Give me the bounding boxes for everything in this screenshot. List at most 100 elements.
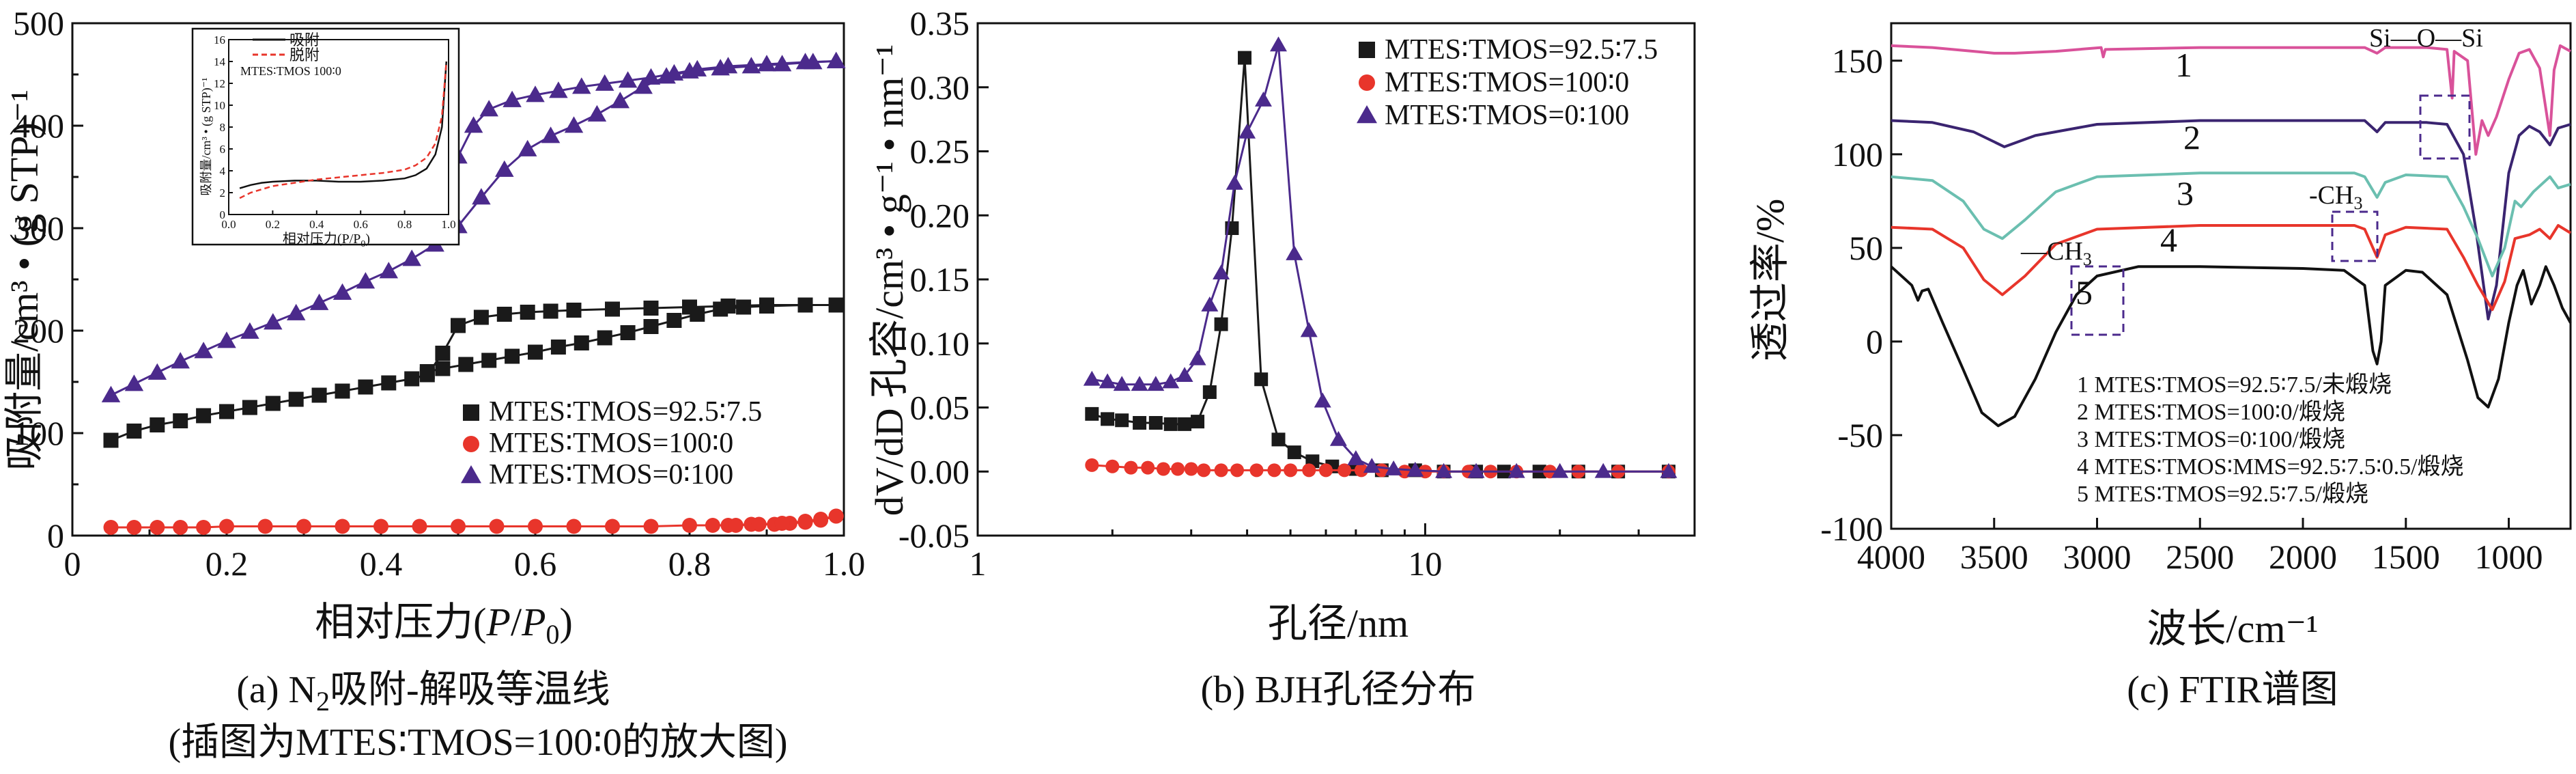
ftir-curve-2 bbox=[1891, 119, 2571, 320]
inset-desorption-line bbox=[239, 61, 448, 199]
ftir-curve-4 bbox=[1891, 224, 2572, 312]
data-point bbox=[1230, 463, 1244, 478]
data-point bbox=[1113, 376, 1131, 391]
data-point bbox=[641, 68, 661, 85]
y-tick-label: 0.15 bbox=[910, 260, 970, 299]
data-point bbox=[464, 116, 483, 133]
data-point bbox=[1176, 367, 1193, 382]
ftir-curve-3 bbox=[1891, 171, 2571, 277]
inset-y-tick-label: 2 bbox=[220, 186, 226, 199]
data-point bbox=[1347, 450, 1365, 465]
data-point bbox=[1147, 376, 1165, 391]
panel-c-series bbox=[1890, 44, 2572, 428]
data-point bbox=[332, 283, 352, 300]
data-point bbox=[1254, 372, 1269, 387]
data-point bbox=[219, 519, 234, 534]
data-point bbox=[520, 305, 535, 320]
data-point bbox=[1189, 350, 1206, 365]
data-point bbox=[103, 520, 119, 535]
data-point bbox=[518, 139, 537, 156]
y-tick-label: -50 bbox=[1837, 416, 1883, 454]
data-point bbox=[402, 249, 421, 266]
data-point bbox=[643, 519, 659, 534]
data-point bbox=[1171, 462, 1185, 476]
data-point bbox=[1083, 370, 1101, 386]
data-point bbox=[1385, 460, 1402, 475]
panel-c-caption: (c) FTIR谱图 bbox=[2127, 669, 2338, 711]
data-point bbox=[264, 313, 283, 330]
y-tick-label: 0.00 bbox=[910, 452, 970, 490]
data-point bbox=[620, 325, 636, 340]
data-point bbox=[335, 383, 350, 399]
data-point bbox=[503, 90, 522, 107]
legend-label: MTES∶TMOS=0∶100 bbox=[1385, 100, 1629, 131]
panel-c-legend: 1 MTES∶TMOS=92.5∶7.5/未煅烧 2 MTES∶TMOS=100… bbox=[2077, 372, 2464, 507]
x-tick-label: 1.0 bbox=[823, 544, 866, 583]
data-point bbox=[564, 116, 584, 133]
data-point bbox=[1099, 373, 1116, 389]
y-tick-label: 0 bbox=[47, 516, 64, 555]
annotation-ch3-right: -CH3 bbox=[2309, 181, 2362, 213]
data-point bbox=[1201, 296, 1219, 312]
data-point bbox=[381, 375, 397, 391]
data-point bbox=[435, 346, 451, 361]
data-point bbox=[1197, 463, 1211, 478]
inset-y-label: 吸附量/cm³ • (g STP)⁻¹ bbox=[199, 77, 214, 195]
data-point bbox=[828, 297, 844, 313]
inset-x-tick-label: 0.0 bbox=[221, 218, 236, 231]
data-point bbox=[126, 520, 142, 535]
inset-y-tick-label: 8 bbox=[220, 121, 226, 134]
data-point bbox=[373, 519, 388, 534]
y-tick-label: -0.05 bbox=[898, 516, 969, 555]
data-point bbox=[242, 400, 257, 415]
inset-y-tick-label: 4 bbox=[220, 165, 226, 178]
legend-label: MTES∶TMOS=0∶100 bbox=[489, 459, 733, 490]
data-point bbox=[1319, 463, 1333, 478]
data-point bbox=[1467, 462, 1485, 478]
data-point bbox=[495, 160, 514, 177]
data-point bbox=[489, 519, 505, 534]
data-point bbox=[550, 340, 566, 355]
data-point bbox=[1213, 264, 1230, 279]
data-point bbox=[1101, 412, 1115, 426]
data-point bbox=[1131, 376, 1148, 391]
data-point bbox=[481, 353, 497, 368]
y-tick-label: 0.20 bbox=[910, 196, 970, 234]
curve-number-1: 1 bbox=[2175, 46, 2192, 84]
data-point bbox=[124, 374, 144, 391]
ftir-legend-5: 5 MTES∶TMOS=92.5∶7.5/煅烧 bbox=[2077, 481, 2368, 507]
data-point bbox=[1191, 415, 1205, 429]
inset-series bbox=[239, 61, 448, 199]
data-point bbox=[682, 518, 697, 533]
data-point bbox=[1337, 463, 1352, 478]
legend-marker bbox=[463, 436, 479, 452]
data-point bbox=[1133, 416, 1147, 430]
data-point bbox=[473, 309, 489, 325]
data-point bbox=[173, 520, 188, 535]
data-point bbox=[797, 514, 813, 529]
x-tick-label: 1500 bbox=[2372, 538, 2440, 576]
inset-x-tick-label: 0.2 bbox=[266, 218, 280, 231]
curve-number-3: 3 bbox=[2177, 174, 2194, 212]
data-point bbox=[1508, 462, 1525, 478]
panel-a-series bbox=[101, 51, 846, 535]
data-point bbox=[757, 55, 776, 72]
data-point bbox=[196, 520, 212, 535]
data-point bbox=[451, 519, 466, 534]
data-point bbox=[1660, 462, 1678, 478]
data-point bbox=[1267, 463, 1282, 478]
x-tick-label: 1 bbox=[969, 544, 987, 583]
data-point bbox=[219, 404, 234, 419]
data-point bbox=[1354, 463, 1368, 478]
data-point bbox=[643, 301, 659, 316]
data-point bbox=[541, 126, 561, 143]
data-point bbox=[1239, 123, 1256, 139]
data-point bbox=[103, 432, 119, 448]
y-tick-label: 0.30 bbox=[910, 68, 970, 107]
data-point bbox=[666, 313, 682, 328]
legend-label: MTES∶TMOS=92.5∶7.5 bbox=[1385, 34, 1658, 66]
data-point bbox=[1115, 413, 1129, 428]
y-tick-label: 200 bbox=[13, 312, 64, 350]
data-point bbox=[1435, 462, 1453, 478]
